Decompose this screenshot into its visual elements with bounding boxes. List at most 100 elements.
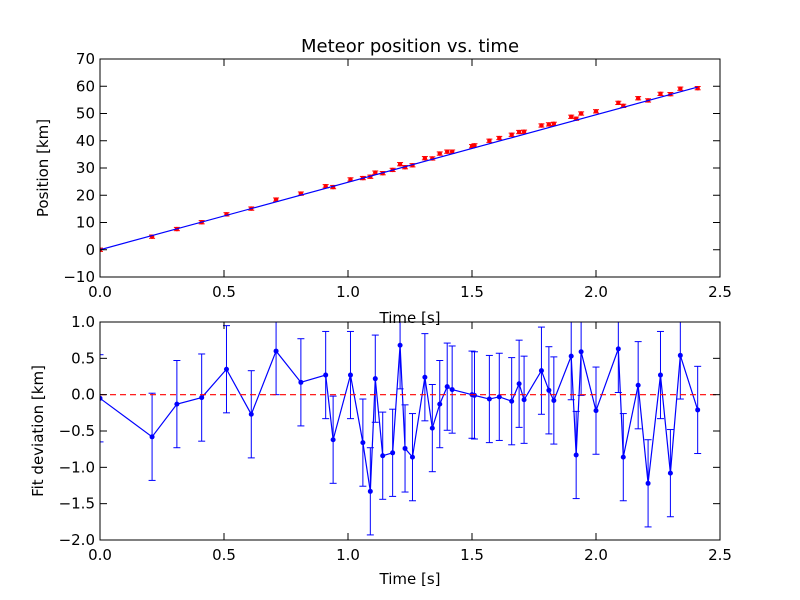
position-x-axis-label: Time [s] <box>379 309 441 327</box>
deviation-ticks: 0.0 0.5 1.0 1.5 2.0 2.5 −2.0 −1.5 −1.0 −0.5 0.0 0.5… <box>59 313 732 564</box>
position-point <box>373 170 378 175</box>
deviation-point <box>677 352 683 358</box>
deviation-point <box>372 376 378 382</box>
deviation-point <box>695 407 701 413</box>
deviation-point <box>615 346 621 352</box>
deviation-y-tick-label: −2.0 <box>59 531 95 549</box>
deviation-y-tick-label: −1.5 <box>59 495 95 513</box>
position-point <box>449 149 455 154</box>
position-x-tick-label: 1.0 <box>336 283 360 301</box>
deviation-point <box>568 353 574 359</box>
deviation-x-tick-label: 2.5 <box>708 546 732 564</box>
position-x-tick-label: 2.0 <box>584 283 608 301</box>
deviation-point <box>380 453 386 459</box>
deviation-point <box>360 440 366 446</box>
position-point <box>437 151 442 156</box>
deviation-point <box>635 382 641 388</box>
deviation-plot-area <box>100 322 720 536</box>
position-point <box>551 121 557 127</box>
deviation-x-tick-label: 1.5 <box>460 546 484 564</box>
position-point <box>273 197 279 202</box>
position-x-tick-label: 2.5 <box>708 283 732 301</box>
deviation-point <box>397 342 403 348</box>
position-point <box>546 122 552 127</box>
position-y-tick-label: −10 <box>63 268 95 286</box>
deviation-point <box>620 454 626 460</box>
deviation-point <box>471 392 477 398</box>
position-ticks: 0.0 0.5 1.0 1.5 2.0 2.5 −10 0 10 20 30 40 50 60 70 <box>63 50 732 301</box>
deviation-point <box>437 401 443 407</box>
position-axes-frame <box>99 58 721 278</box>
position-y-tick-label: 50 <box>76 105 95 123</box>
deviation-point <box>496 394 502 400</box>
deviation-point <box>657 372 663 378</box>
deviation-point <box>645 480 651 486</box>
deviation-point <box>409 454 415 460</box>
deviation-point <box>509 398 515 404</box>
position-y-tick-label: 30 <box>76 159 95 177</box>
position-panel: Meteor position vs. time 0.0 0.5 1.0 1.5 2.0… <box>34 36 732 327</box>
deviation-point <box>538 368 544 374</box>
deviation-marks <box>100 322 720 536</box>
deviation-y-tick-label: 0.5 <box>71 349 95 367</box>
deviation-point <box>444 384 450 390</box>
deviation-axes-frame <box>99 321 721 541</box>
position-point <box>578 111 584 116</box>
deviation-point <box>551 397 557 403</box>
position-x-tick-label: 0.5 <box>212 283 236 301</box>
position-x-tick-label: 1.5 <box>460 283 484 301</box>
position-plot-area <box>100 85 701 252</box>
position-point <box>348 177 353 182</box>
position-point <box>487 138 492 143</box>
position-point <box>521 129 527 134</box>
position-point <box>569 114 574 119</box>
deviation-point <box>402 445 408 451</box>
deviation-point <box>223 366 229 372</box>
position-point <box>593 109 599 114</box>
deviation-point <box>367 488 373 494</box>
position-point <box>422 155 428 161</box>
position-y-tick-label: 20 <box>76 186 95 204</box>
position-y-tick-label: 0 <box>85 241 95 259</box>
position-point <box>397 161 403 167</box>
deviation-point <box>248 411 254 417</box>
deviation-point <box>521 397 527 403</box>
position-point <box>678 86 683 91</box>
fit-line <box>100 86 698 251</box>
deviation-x-tick-label: 2.0 <box>584 546 608 564</box>
deviation-panel: 0.0 0.5 1.0 1.5 2.0 2.5 −2.0 −1.5 −1.0 −0.5 0.0 0.5… <box>29 313 732 588</box>
position-point <box>445 149 450 154</box>
deviation-point <box>298 379 304 385</box>
deviation-y-tick-label: −1.0 <box>59 458 95 476</box>
deviation-point <box>422 374 428 380</box>
position-point <box>323 184 328 189</box>
deviation-point <box>390 450 396 456</box>
deviation-point <box>149 434 155 440</box>
deviation-point <box>199 395 205 401</box>
position-point <box>695 85 700 91</box>
deviation-y-tick-label: −0.5 <box>59 422 95 440</box>
deviation-point <box>429 425 435 431</box>
position-point <box>539 123 544 128</box>
position-x-tick-label: 0.0 <box>88 283 112 301</box>
position-y-axis-label: Position [km] <box>34 119 52 217</box>
deviation-point <box>347 372 353 378</box>
deviation-point <box>667 470 673 476</box>
deviation-point <box>449 387 455 393</box>
deviation-point <box>486 396 492 402</box>
deviation-point <box>546 387 552 393</box>
position-y-tick-label: 60 <box>76 77 95 95</box>
position-point <box>497 135 502 141</box>
deviation-x-tick-label: 1.0 <box>336 546 360 564</box>
deviation-x-tick-label: 0.0 <box>88 546 112 564</box>
position-point <box>616 100 621 106</box>
position-y-tick-label: 10 <box>76 214 95 232</box>
deviation-x-axis-label: Time [s] <box>379 570 441 588</box>
deviation-point <box>516 381 522 387</box>
deviation-y-tick-label: 0.0 <box>71 386 95 404</box>
deviation-series-line <box>100 345 699 492</box>
position-point <box>635 96 641 101</box>
position-y-tick-label: 70 <box>76 50 95 68</box>
deviation-point <box>100 395 103 401</box>
